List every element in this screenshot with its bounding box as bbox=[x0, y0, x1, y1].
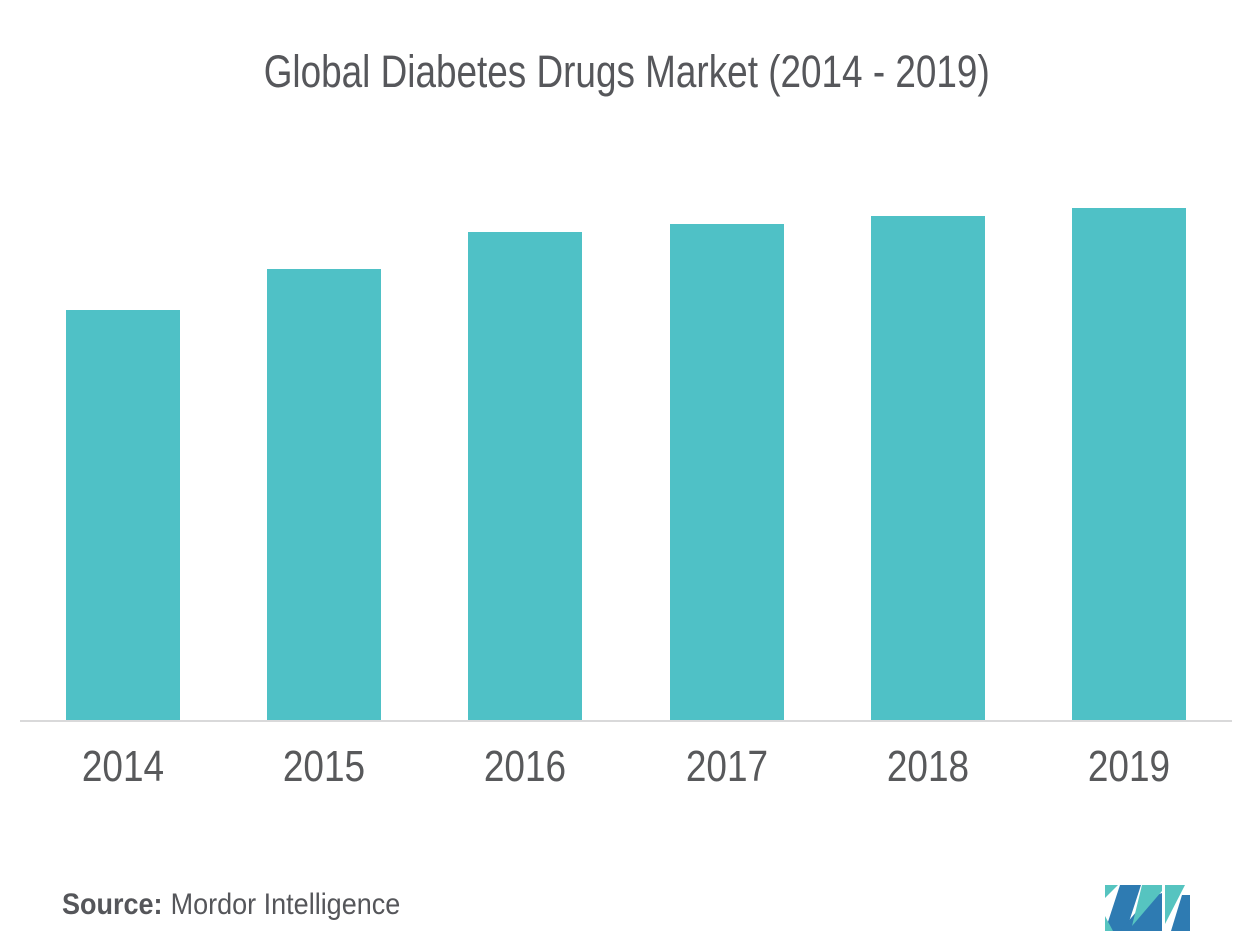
x-axis-line bbox=[20, 720, 1232, 722]
source-caption: Source: Mordor Intelligence bbox=[62, 888, 400, 922]
mordor-intelligence-logo bbox=[1105, 885, 1190, 931]
x-tick-label-2019: 2019 bbox=[1087, 742, 1171, 791]
x-tick-label-2018: 2018 bbox=[886, 742, 969, 791]
chart-title: Global Diabetes Drugs Market (2014 - 201… bbox=[263, 46, 990, 97]
bar-2016 bbox=[468, 232, 583, 721]
x-axis-labels: 2014 2015 2016 2017 2018 2019 bbox=[66, 742, 1186, 792]
bar-2017 bbox=[669, 224, 784, 721]
bar-2018 bbox=[870, 216, 985, 721]
logo-bottom-left-triangle bbox=[1105, 916, 1113, 931]
x-tick-label-2016: 2016 bbox=[484, 742, 567, 791]
source-label: Source: bbox=[62, 888, 163, 921]
x-tick-label-2014: 2014 bbox=[81, 742, 165, 791]
logo-top-left-triangle bbox=[1105, 885, 1118, 898]
chart-title-row: Global Diabetes Drugs Market (2014 - 201… bbox=[0, 46, 1253, 98]
logo-left-diagonal bbox=[1105, 885, 1141, 931]
bar-chart-plot-area bbox=[66, 208, 1186, 721]
x-tick-label-2017: 2017 bbox=[685, 742, 768, 791]
logo-center-teal-band bbox=[1132, 885, 1162, 926]
bar-2015 bbox=[267, 269, 382, 721]
source-text: Mordor Intelligence bbox=[170, 888, 401, 921]
logo-right-block-blue bbox=[1171, 895, 1190, 931]
bar-2014 bbox=[66, 310, 180, 721]
logo-right-block-teal bbox=[1165, 885, 1185, 924]
x-tick-label-2015: 2015 bbox=[283, 742, 366, 791]
bar-2019 bbox=[1071, 208, 1186, 721]
